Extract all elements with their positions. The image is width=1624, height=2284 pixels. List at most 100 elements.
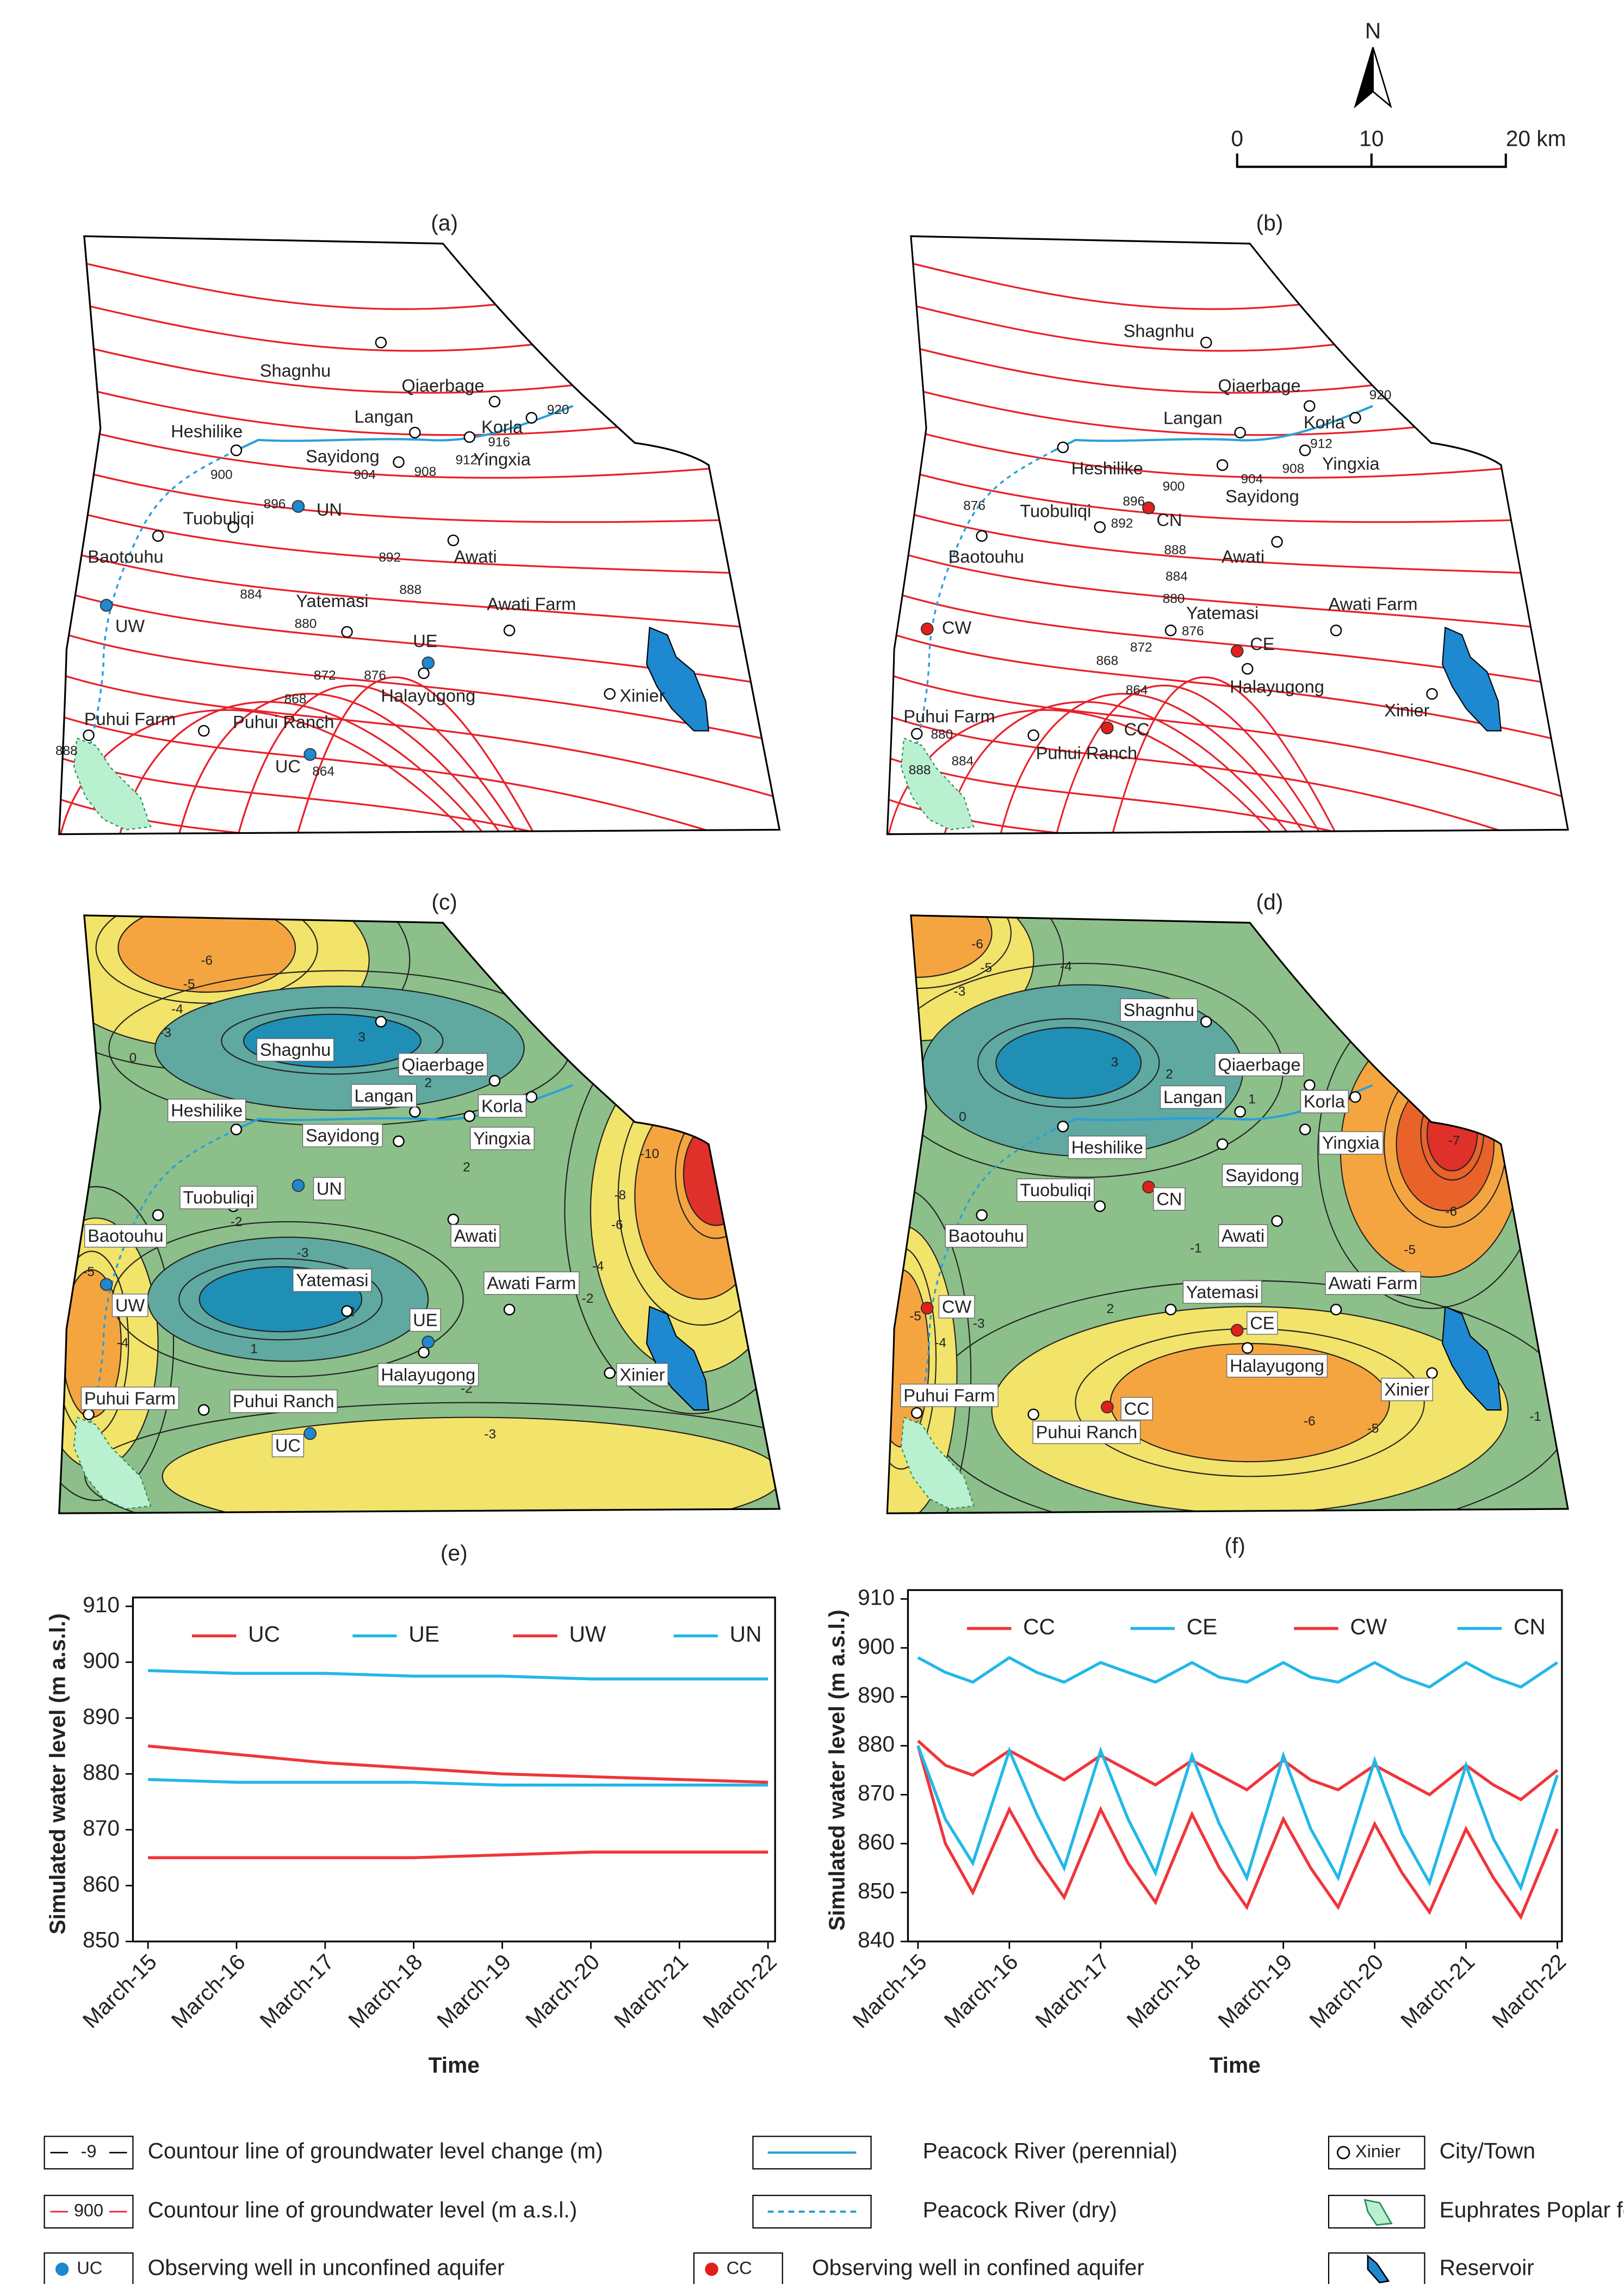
town-marker (409, 426, 421, 439)
scale-bar: 0 10 20 km (1231, 126, 1566, 168)
town-label: Qiaerbage (1218, 376, 1300, 395)
label-box (945, 1224, 1028, 1248)
town-marker (604, 1367, 616, 1379)
label-box (377, 1363, 479, 1387)
contour-line (1053, 684, 1335, 834)
well-marker (920, 1302, 934, 1315)
label-box (229, 1389, 338, 1413)
town-label: Heshilike (1071, 1137, 1143, 1157)
plot-frame (132, 1596, 776, 1942)
town-label: Tuobuliqi (183, 509, 254, 528)
town-marker (1349, 412, 1361, 424)
contour-line (59, 1186, 175, 1501)
well-marker (1101, 721, 1114, 734)
contour-label: -5 (83, 1265, 95, 1279)
contour-label: -3 (159, 1025, 171, 1040)
contour-label: 876 (1182, 624, 1204, 639)
label-box (302, 1124, 383, 1148)
contour-label: -3 (973, 1316, 985, 1331)
label-box (450, 1224, 500, 1248)
label-box (256, 1038, 334, 1062)
map-outline (886, 914, 1569, 1514)
contour-label: 884 (1166, 570, 1188, 584)
contour-label: -2 (231, 1215, 243, 1229)
contour-line (176, 692, 518, 834)
x-axis-label: Time (429, 2053, 480, 2078)
town-marker (463, 431, 476, 443)
legend-town (1336, 2146, 1350, 2159)
label-box (1032, 1420, 1141, 1444)
legend-text: City/Town (1440, 2138, 1535, 2163)
town-marker (230, 444, 243, 456)
town-marker (1299, 1123, 1311, 1136)
poplar-forest (73, 737, 152, 831)
town-label: Qiaerbage (401, 376, 484, 395)
town-marker (197, 1404, 210, 1416)
town-marker (488, 395, 501, 408)
town-marker (375, 336, 387, 349)
river-perennial (235, 405, 574, 451)
town-marker (1027, 1408, 1039, 1421)
contour-label: 880 (931, 727, 953, 742)
series-line (916, 1745, 1559, 1892)
contour-line (997, 692, 1321, 834)
contour-line (59, 663, 780, 813)
contour-line (59, 415, 780, 479)
well-marker (920, 622, 934, 636)
legend-text: Peacock River (perennial) (923, 2138, 1177, 2163)
town-label: Baotouhu (949, 547, 1024, 567)
label-box (1247, 1311, 1278, 1335)
town-marker (1027, 729, 1039, 741)
poplar-forest (900, 1416, 975, 1510)
map-title: (a) (431, 210, 458, 235)
y-tick-label: 890 (858, 1682, 895, 1707)
town-marker (976, 1209, 988, 1221)
legend-text: Reservoir (1440, 2255, 1534, 2280)
legend-label: CC (1023, 1614, 1055, 1639)
legend: -9 Countour line of groundwater level cha… (44, 2136, 1624, 2284)
contour-line (887, 456, 1568, 523)
town-label: Puhui Farm (903, 1385, 995, 1405)
town-marker (1094, 521, 1106, 533)
town-label: Halayugong (381, 1365, 475, 1384)
contour-label: 876 (364, 669, 386, 683)
town-marker (152, 1209, 164, 1221)
town-marker (525, 1091, 538, 1103)
town-marker (447, 534, 460, 547)
label-box (84, 1224, 167, 1248)
label-box (1068, 1135, 1147, 1159)
town-marker (83, 729, 95, 741)
map-shapes (58, 235, 781, 835)
legend-sample: 900 (74, 2201, 103, 2220)
scale-label: 10 (1359, 126, 1384, 151)
north-arrow-right (1354, 47, 1374, 109)
label-box (484, 1271, 580, 1295)
town-marker (83, 1408, 95, 1421)
label-box (1120, 1397, 1153, 1421)
contour-label: -6 (1445, 1204, 1457, 1219)
legend-sample: -9 (81, 2141, 97, 2161)
well-label: UW (115, 1296, 145, 1315)
well-label: UE (413, 631, 437, 651)
legend-reservoir (1367, 2254, 1390, 2283)
contour-label: -8 (614, 1188, 626, 1203)
legend-label: UC (248, 1621, 280, 1647)
town-label: Langan (1163, 1087, 1223, 1107)
river-dry (914, 1128, 1055, 1433)
legend-poplar (1363, 2199, 1393, 2226)
contour-label: 920 (547, 403, 569, 417)
well-marker (422, 1335, 435, 1349)
town-marker (1271, 1215, 1283, 1227)
contour-line (887, 622, 1568, 754)
contour-label: 868 (1096, 653, 1118, 668)
town-marker (463, 1110, 476, 1122)
well-label: UE (413, 1310, 437, 1330)
label-box (293, 1268, 372, 1292)
label-box (616, 1363, 668, 1387)
well-marker (303, 748, 317, 761)
y-axis-label: Simulated water level (m a.s.l.) (45, 1613, 70, 1934)
town-label: Langan (355, 1086, 414, 1105)
contour-line (942, 701, 1306, 834)
town-label: Halayugong (1230, 677, 1324, 696)
